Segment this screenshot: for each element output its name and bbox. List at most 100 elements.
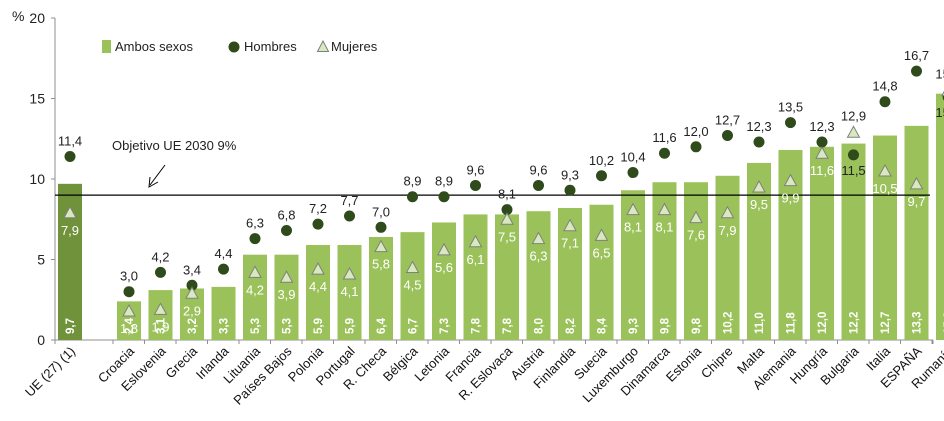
y-unit-label: % <box>12 8 24 24</box>
markers-layer <box>63 65 944 317</box>
women-value-label: 8,1 <box>655 220 673 235</box>
men-value-label: 10,2 <box>589 153 614 168</box>
bar-irlanda <box>211 286 236 340</box>
women-marker <box>720 205 735 219</box>
bar-portugal <box>337 245 362 340</box>
legend: Ambos sexos Hombres Mujeres <box>102 39 378 54</box>
bar-value-label: 12,2 <box>849 312 861 334</box>
men-marker <box>753 136 765 148</box>
women-marker <box>311 262 325 275</box>
men-value-label: 12,3 <box>809 119 834 134</box>
women-marker <box>846 125 861 138</box>
women-value-label: 4,5 <box>403 278 421 293</box>
women-marker <box>374 239 388 253</box>
men-marker <box>312 218 324 230</box>
women-value-label: 5,6 <box>435 260 453 275</box>
men-value-label: 4,4 <box>214 246 232 261</box>
women-marker <box>248 265 262 278</box>
women-value-label: 1,8 <box>120 321 138 336</box>
bar-españa <box>904 125 929 341</box>
legend-swatch-both <box>102 40 111 53</box>
women-marker <box>500 212 514 225</box>
bars-layer <box>58 93 944 341</box>
men-value-label: 8,1 <box>498 187 516 202</box>
legend-marker-men <box>228 41 240 53</box>
women-marker <box>122 303 136 317</box>
men-value-label: 11,5 <box>841 163 865 178</box>
bar-value-label: 8,2 <box>565 318 577 334</box>
men-marker <box>375 221 387 233</box>
bar-suecia <box>589 204 614 340</box>
women-marker <box>752 180 766 193</box>
women-value-label: 4,4 <box>309 279 327 294</box>
men-marker <box>564 184 576 196</box>
y-tick-label: 5 <box>37 252 45 268</box>
men-value-label: 4,2 <box>151 249 169 264</box>
women-marker <box>689 210 703 224</box>
women-marker <box>185 286 199 299</box>
men-marker <box>470 179 481 191</box>
bar-países-bajos <box>274 254 299 340</box>
women-marker <box>909 176 924 190</box>
men-marker <box>344 210 355 222</box>
women-marker <box>626 202 640 216</box>
men-value-label: 8,9 <box>435 174 453 189</box>
bar-value-label: 2,4 <box>124 317 136 334</box>
bar-value-label: 6,4 <box>376 317 388 334</box>
women-value-label: 4,2 <box>246 282 264 297</box>
women-marker <box>594 228 609 241</box>
legend-label-both: Ambos sexos <box>115 39 194 54</box>
men-value-label: 9,3 <box>561 167 579 182</box>
men-value-label: 3,0 <box>120 269 138 284</box>
women-value-label: 6,5 <box>592 245 610 260</box>
men-marker <box>501 204 513 216</box>
women-value-label: 8,1 <box>624 220 642 235</box>
men-value-label: 3,4 <box>183 262 201 277</box>
bar-rumanía <box>936 93 944 340</box>
x-category-label: UE (27) (1) <box>22 344 78 400</box>
women-value-label: 15,5 <box>935 66 944 81</box>
men-marker <box>816 136 828 148</box>
bar-value-label: 5,9 <box>345 318 357 334</box>
legend-label-men: Hombres <box>244 39 297 54</box>
bar-value-label: 3,3 <box>219 318 231 334</box>
bar-r-eslovaca <box>495 214 519 340</box>
men-marker <box>155 266 166 278</box>
men-value-label: 12,0 <box>683 124 708 139</box>
men-marker <box>627 167 639 179</box>
men-value-label: 9,6 <box>529 162 547 177</box>
bar-value-label: 7,8 <box>471 317 483 334</box>
men-value-label: 10,4 <box>620 150 645 165</box>
women-value-label: 2,9 <box>183 303 201 318</box>
women-value-label: 4,1 <box>340 284 358 299</box>
bar-estonia <box>684 182 708 340</box>
bar-value-label: 6,7 <box>408 318 420 334</box>
women-marker <box>815 146 829 159</box>
men-value-label: 11,4 <box>58 133 82 148</box>
men-marker <box>722 130 733 142</box>
men-value-label: 7,0 <box>372 204 390 219</box>
women-value-label: 9,5 <box>750 197 768 212</box>
women-marker <box>878 163 892 177</box>
bar-value-label: 8,0 <box>534 318 546 334</box>
men-marker <box>911 65 922 77</box>
women-value-label: 10,5 <box>872 181 897 196</box>
women-marker <box>468 234 483 248</box>
men-marker <box>533 179 544 191</box>
men-marker <box>64 150 76 162</box>
men-marker <box>659 147 670 159</box>
men-value-label: 15,1 <box>935 105 944 120</box>
bar-bélgica <box>400 232 425 340</box>
bar-value-label: 12,7 <box>880 312 892 334</box>
bar-value-label: 3,1 <box>156 317 168 334</box>
men-value-label: 16,7 <box>904 48 929 63</box>
men-value-label: 12,7 <box>715 113 740 128</box>
bar-luxemburgo <box>621 190 645 340</box>
y-tick-label: 15 <box>29 91 45 107</box>
bar-value-label: 5,9 <box>313 318 325 334</box>
women-value-label: 12,9 <box>841 108 866 123</box>
men-marker <box>407 191 418 203</box>
women-marker <box>342 266 357 280</box>
